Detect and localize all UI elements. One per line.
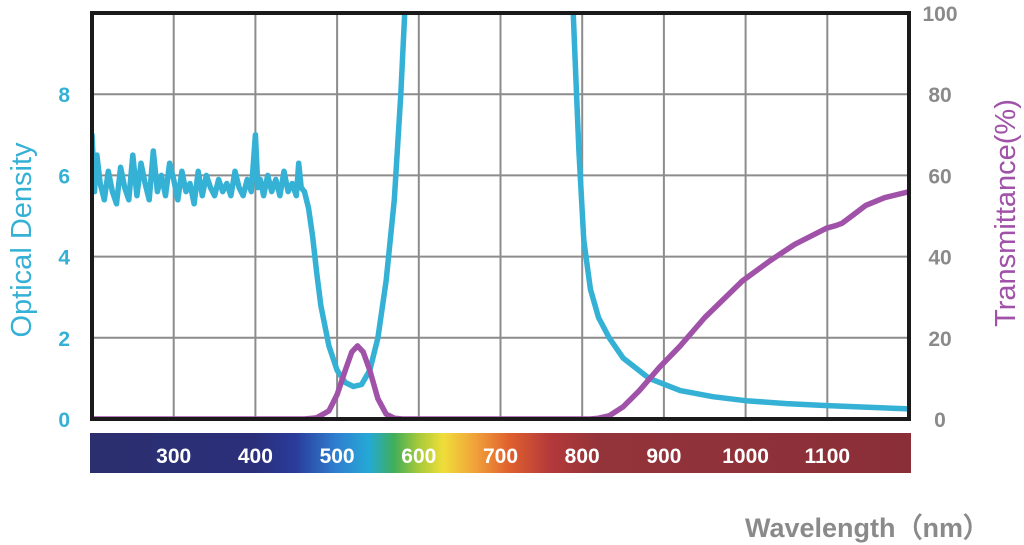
x-axis-label: Wavelength（nm） [745,513,990,543]
plot-frame [90,11,911,421]
right-tick-label: 0 [934,409,946,432]
left-tick-label: 0 [58,409,70,432]
x-tick-label: 1000 [722,445,769,468]
right-tick-label: 100 [922,3,957,26]
right-tick-label: 80 [928,84,951,107]
spectrum-bar [90,433,911,473]
left-tick-label: 6 [58,165,70,188]
left-tick-label: 8 [58,84,70,107]
x-tick-label: 1100 [805,445,851,468]
x-tick-label: 900 [646,445,681,468]
right-axis-label: Transmittance(%) [990,99,1022,327]
right-tick-label: 20 [928,328,951,351]
left-axis-ticks: 0 2 4 6 8 [58,84,70,432]
x-tick-label: 300 [156,445,191,468]
left-tick-label: 4 [58,247,70,270]
x-tick-label: 800 [565,445,600,468]
x-tick-label: 600 [401,445,436,468]
right-tick-label: 60 [928,165,951,188]
left-axis-label: Optical Density [6,142,38,338]
grid [92,12,909,420]
x-axis-ticks: 300 400 500 600 700 800 900 1000 1100 [156,445,850,468]
optical-density-line [92,13,909,412]
right-axis-ticks: 0 20 40 60 80 100 [922,3,957,432]
x-tick-label: 500 [320,445,355,468]
x-tick-label: 700 [483,445,518,468]
left-tick-label: 2 [58,328,70,351]
x-tick-label: 400 [238,445,273,468]
right-tick-label: 40 [928,247,951,270]
